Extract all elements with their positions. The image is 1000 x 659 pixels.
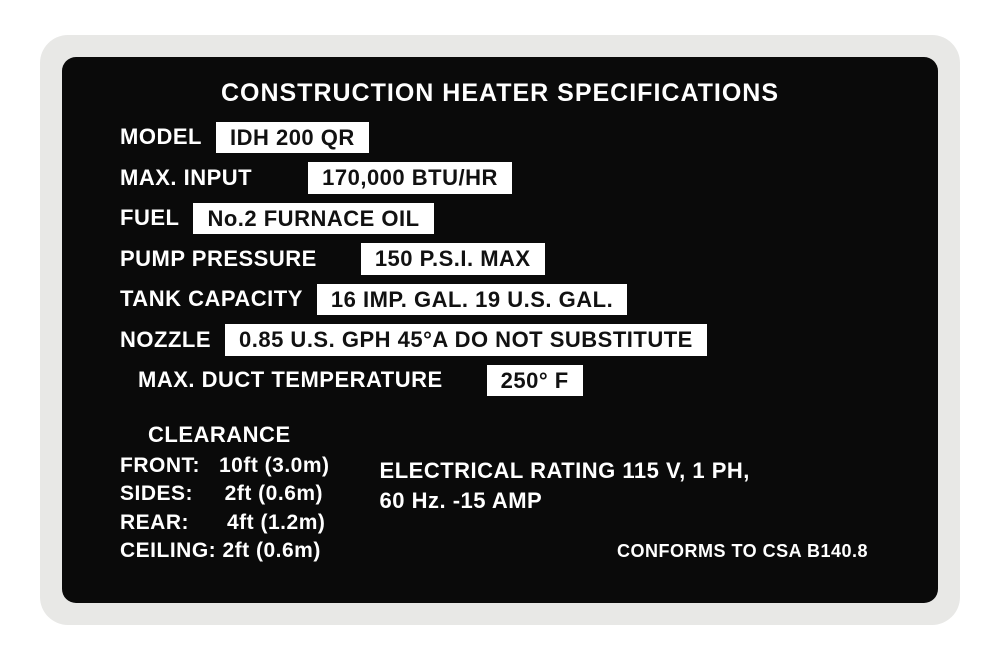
spec-label: TANK CAPACITY [120,286,303,312]
spec-label: MODEL [120,124,202,150]
spec-value: 16 IMP. GAL. 19 U.S. GAL. [317,284,627,316]
spec-row-tank-capacity: TANK CAPACITY 16 IMP. GAL. 19 U.S. GAL. [120,284,898,316]
spec-row-model: MODEL IDH 200 QR [120,122,898,154]
clearance-block: CLEARANCE FRONT: 10ft (3.0m) SIDES: 2ft … [120,422,330,565]
spec-label: MAX. INPUT [120,165,252,191]
electrical-line: 60 Hz. -15 AMP [380,486,898,516]
spec-row-pump-pressure: PUMP PRESSURE 150 P.S.I. MAX [120,243,898,275]
spec-value: 170,000 BTU/HR [308,162,512,194]
spec-value: 250° F [487,365,583,397]
clearance-row: SIDES: 2ft (0.6m) [120,480,330,508]
clearance-title: CLEARANCE [148,422,330,448]
clearance-row: REAR: 4ft (1.2m) [120,509,330,537]
clearance-row: CEILING: 2ft (0.6m) [120,537,330,565]
spec-row-max-duct-temp: MAX. DUCT TEMPERATURE 250° F [138,365,898,397]
spec-value: No.2 FURNACE OIL [193,203,433,235]
spec-row-fuel: FUEL No.2 FURNACE OIL [120,203,898,235]
bottom-section: CLEARANCE FRONT: 10ft (3.0m) SIDES: 2ft … [102,422,898,565]
conforms-text: CONFORMS TO CSA B140.8 [380,541,898,562]
spec-label: NOZZLE [120,327,211,353]
spec-label: FUEL [120,205,179,231]
electrical-line: ELECTRICAL RATING 115 V, 1 PH, [380,456,898,486]
plate-outer-border: CONSTRUCTION HEATER SPECIFICATIONS MODEL… [40,35,960,625]
spec-plate: CONSTRUCTION HEATER SPECIFICATIONS MODEL… [62,57,938,603]
spec-row-nozzle: NOZZLE 0.85 U.S. GPH 45°A DO NOT SUBSTIT… [120,324,898,356]
spec-value: IDH 200 QR [216,122,369,154]
clearance-row: FRONT: 10ft (3.0m) [120,452,330,480]
spec-label: MAX. DUCT TEMPERATURE [138,367,443,393]
spec-value: 0.85 U.S. GPH 45°A DO NOT SUBSTITUTE [225,324,707,356]
spec-label: PUMP PRESSURE [120,246,317,272]
spec-value: 150 P.S.I. MAX [361,243,545,275]
spec-row-max-input: MAX. INPUT 170,000 BTU/HR [120,162,898,194]
plate-title: CONSTRUCTION HEATER SPECIFICATIONS [102,79,898,108]
electrical-block: ELECTRICAL RATING 115 V, 1 PH, 60 Hz. -1… [380,422,898,565]
